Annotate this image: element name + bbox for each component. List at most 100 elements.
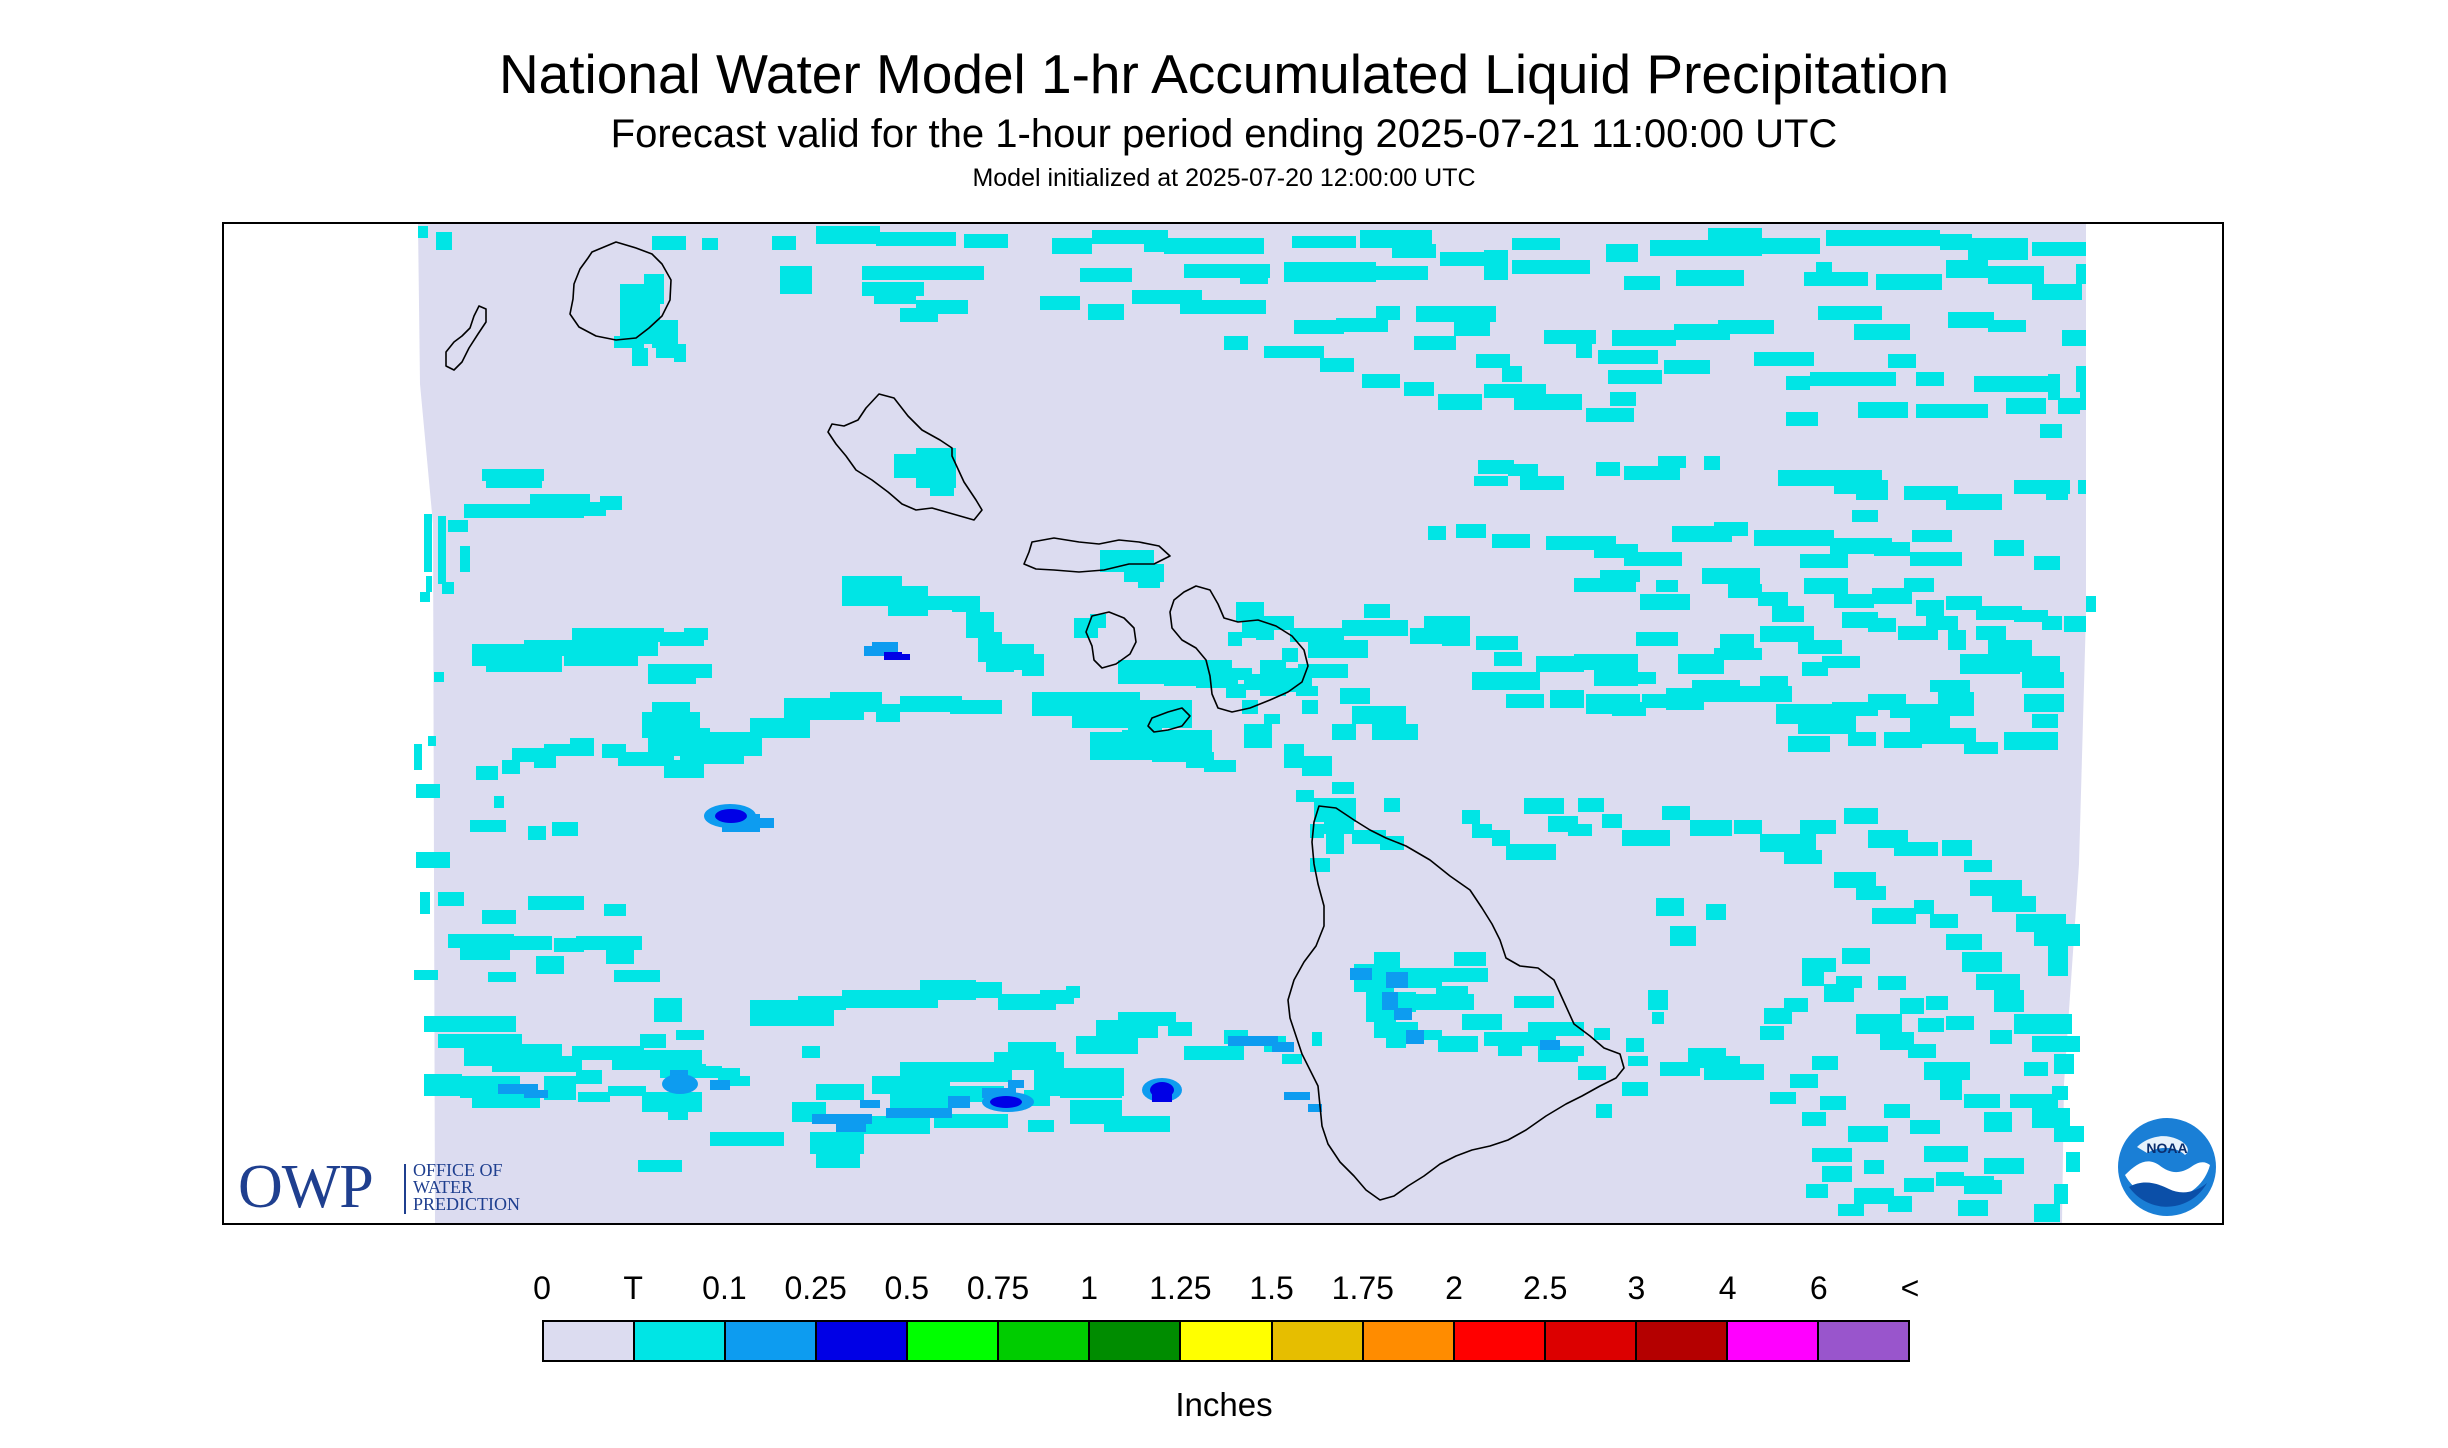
legend-tick-label: 3 [1627, 1270, 1646, 1306]
precip-cell [1324, 820, 1354, 834]
owp-logo-line: Water [413, 1177, 473, 1197]
precip-cell [1772, 606, 1804, 622]
noaa-logo: NOAA [2118, 1118, 2216, 1216]
precip-cell [816, 1084, 864, 1100]
precip-cell [860, 1100, 880, 1108]
precip-cell [578, 1092, 610, 1102]
precip-cell [2032, 242, 2086, 256]
precip-cell [1964, 860, 1992, 872]
noaa-logo-text: NOAA [2146, 1140, 2187, 1156]
precip-cell [1946, 494, 2002, 510]
precip-cell [2014, 1014, 2072, 1034]
precip-cell [498, 1084, 538, 1094]
precip-cell [1624, 276, 1660, 290]
precip-cell [1790, 1074, 1818, 1088]
precip-cell [420, 592, 430, 602]
legend-swatch [635, 1322, 727, 1360]
precip-cell [810, 1132, 864, 1154]
precip-cell [1332, 724, 1356, 740]
legend-swatch [1727, 1322, 1819, 1360]
precip-cell [930, 482, 954, 496]
precip-cell [1930, 914, 1958, 928]
precip-cell [1690, 820, 1732, 836]
precip-cell [1648, 990, 1668, 1010]
precip-cell [492, 1056, 582, 1072]
precip-cell [1636, 672, 1656, 684]
precip-cell [2022, 672, 2064, 688]
precip-cell [1092, 230, 1148, 244]
precip-cell [1806, 1184, 1828, 1198]
precip-cell [2004, 732, 2058, 750]
legend-tick-label: 1.25 [1149, 1270, 1212, 1306]
precip-cell [1184, 1046, 1244, 1060]
precip-cell [614, 336, 644, 348]
precip-cell [1438, 394, 1482, 410]
precip-cell [1834, 594, 1874, 608]
precip-cell [1728, 584, 1762, 598]
precip-cell [570, 738, 594, 756]
legend-swatch [544, 1322, 636, 1360]
precip-cell [1876, 274, 1942, 290]
precip-cell [638, 1160, 682, 1172]
precip-cell [528, 896, 584, 910]
precip-cell [1984, 1112, 2012, 1132]
precip-cell [1812, 1056, 1838, 1070]
precip-cell [1946, 1016, 1974, 1030]
precip-cell [564, 654, 638, 666]
precip-cell [1626, 1038, 1644, 1052]
hawaii-outline [1287, 805, 1625, 1201]
precip-cell [1442, 628, 1470, 646]
precip-cell [900, 696, 962, 712]
precip-cell [2054, 1184, 2068, 1204]
precip-cell [1240, 274, 1268, 284]
precip-cell [1704, 1064, 1764, 1080]
legend-swatch [726, 1322, 818, 1360]
precip-cell [1282, 648, 1298, 662]
precip-cell [436, 232, 452, 250]
precip-cell [1832, 702, 1878, 716]
precip-cell [1610, 392, 1636, 406]
precip-cell [1088, 304, 1124, 320]
precip-cell [1284, 262, 1376, 282]
precip-cell [1770, 1092, 1796, 1104]
precip-cell [1308, 640, 1368, 658]
precip-cell [916, 300, 968, 314]
precip-cell [1350, 968, 1372, 980]
legend-swatch [1454, 1322, 1546, 1360]
precip-cell [1988, 640, 2032, 656]
precip-cell [1622, 830, 1670, 846]
precip-cell [460, 546, 470, 572]
legend-tick-label: < [1900, 1270, 1920, 1306]
precip-cell [1992, 896, 2036, 912]
precip-cell [1224, 336, 1248, 350]
precip-cell [416, 784, 440, 798]
legend-swatch [1545, 1322, 1637, 1360]
precip-cell [1364, 604, 1390, 618]
precip-cell [1948, 312, 1994, 328]
precip-cell [874, 294, 916, 304]
precip-cell [1602, 814, 1622, 828]
precip-cell [1856, 486, 1888, 500]
precip-cell [1566, 1046, 1584, 1056]
precip-cell [920, 980, 976, 1000]
precip-cell [1512, 260, 1590, 274]
precip-cell [1664, 360, 1710, 374]
precip-cell [1940, 234, 1972, 250]
legend-tick-label: 0 [533, 1270, 551, 1306]
precip-core [662, 1074, 698, 1094]
precip-cell [448, 934, 514, 948]
precip-cell [1540, 1040, 1560, 1050]
precip-cell [2010, 1094, 2058, 1108]
legend-color-bar [542, 1320, 1910, 1362]
precip-cell [2006, 398, 2046, 414]
precip-cell [950, 700, 1002, 714]
precip-cell [416, 852, 450, 868]
precip-cell [1706, 904, 1726, 920]
precip-cell [644, 274, 664, 304]
precip-cell [1362, 374, 1400, 388]
lanai-outline [1085, 611, 1137, 669]
precip-cell [2052, 1086, 2068, 1100]
precip-cell [1284, 672, 1312, 692]
precip-cell [1880, 1032, 1914, 1050]
precip-cell [448, 520, 468, 532]
